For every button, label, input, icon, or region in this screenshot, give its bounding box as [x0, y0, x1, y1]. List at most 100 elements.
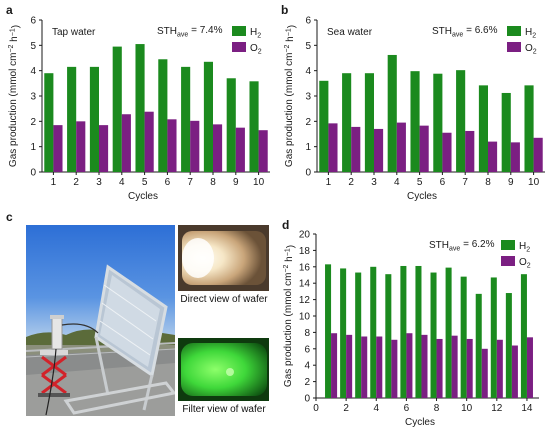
x-tick-label: 2 — [348, 177, 354, 188]
x-tick-label: 9 — [508, 177, 514, 188]
x-axis-label: Cycles — [405, 417, 435, 428]
chart-b: b 0 1 2 3 4 5 6 1 2 3 4 5 6 7 8 9 10 Cycles Gas production … — [281, 3, 545, 202]
y-axis-label: Gas production (mmol cm−2 h−1) — [8, 25, 21, 167]
x-tick-label: 7 — [187, 177, 193, 188]
x-tick-label: 8 — [485, 177, 491, 188]
y-tick-label: 3 — [305, 92, 311, 103]
y-tick-label: 5 — [30, 41, 36, 52]
bar-h2 — [67, 66, 77, 172]
bar-h2 — [355, 272, 362, 398]
x-tick-label: 4 — [394, 177, 400, 188]
x-tick-label: 2 — [343, 403, 349, 414]
bar-o2 — [481, 348, 488, 398]
bar-o2 — [466, 338, 473, 398]
bar-h2 — [370, 266, 377, 398]
x-tick-label: 10 — [461, 403, 473, 414]
x-axis-label: Cycles — [407, 191, 437, 202]
x-tick-label: 12 — [491, 403, 503, 414]
x-tick-label: 3 — [96, 177, 102, 188]
y-tick-label: 16 — [299, 262, 311, 273]
x-tick-label: 5 — [142, 177, 148, 188]
y-tick-label: 5 — [305, 41, 311, 52]
bar-o2 — [328, 123, 338, 172]
y-tick-label: 18 — [299, 246, 311, 257]
bar-h2 — [501, 92, 511, 172]
panel-label: b — [281, 3, 288, 17]
bar-h2 — [44, 73, 54, 172]
y-tick-label: 6 — [30, 16, 36, 27]
x-tick-label: 8 — [434, 403, 440, 414]
bar-h2 — [433, 73, 443, 172]
legend-swatch-h2 — [232, 26, 246, 36]
bar-h2 — [135, 44, 145, 172]
bar-h2 — [325, 264, 332, 398]
bar-h2 — [364, 73, 374, 172]
x-tick-label: 5 — [417, 177, 423, 188]
bar-o2 — [235, 127, 245, 172]
bar-o2 — [391, 339, 398, 398]
x-tick-label: 9 — [233, 177, 239, 188]
legend-swatch-h2 — [501, 240, 515, 250]
bar-o2 — [374, 128, 384, 172]
legend-label-h2: H2 — [519, 241, 530, 253]
y-tick-label: 2 — [304, 377, 310, 388]
x-tick-label: 2 — [73, 177, 79, 188]
bar-o2 — [121, 114, 131, 172]
x-tick-label: 3 — [371, 177, 377, 188]
bar-o2 — [331, 333, 338, 398]
bar-h2 — [387, 54, 397, 172]
bar-h2 — [478, 85, 488, 172]
panel-c-label: c — [6, 210, 13, 224]
bar-o2 — [526, 337, 533, 398]
x-tick-label: 0 — [313, 403, 319, 414]
bar-o2 — [496, 339, 503, 398]
legend-label-o2: O2 — [519, 257, 531, 269]
y-tick-label: 2 — [30, 117, 36, 128]
bar-h2 — [181, 66, 191, 172]
x-tick-label: 1 — [51, 177, 57, 188]
bar-h2 — [89, 66, 99, 172]
bar-h2 — [112, 46, 122, 172]
corner-label: Sea water — [327, 27, 373, 38]
legend-swatch-o2 — [507, 42, 521, 52]
x-tick-label: 10 — [528, 177, 540, 188]
bar-o2 — [396, 122, 406, 172]
bar-o2 — [167, 119, 177, 172]
x-tick-label: 6 — [440, 177, 446, 188]
y-axis-label: Gas production (mmol cm−2 h−1) — [283, 245, 296, 387]
bar-h2 — [226, 78, 236, 172]
bar-o2 — [419, 125, 429, 172]
bar-o2 — [421, 334, 428, 398]
bar-h2 — [445, 267, 452, 398]
x-tick-label: 6 — [404, 403, 410, 414]
bar-o2 — [99, 125, 109, 172]
bar-h2 — [456, 70, 466, 172]
y-tick-label: 2 — [305, 117, 311, 128]
bar-o2 — [436, 338, 443, 398]
bar-h2 — [385, 274, 392, 398]
bar-o2 — [451, 335, 458, 398]
x-tick-label: 1 — [326, 177, 332, 188]
bar-o2 — [190, 120, 200, 172]
bar-o2 — [533, 137, 543, 172]
bar-o2 — [144, 111, 154, 172]
y-tick-label: 4 — [304, 361, 310, 372]
y-tick-label: 6 — [304, 344, 310, 355]
y-tick-label: 1 — [30, 142, 36, 153]
x-axis-label: Cycles — [128, 191, 158, 202]
bar-h2 — [475, 293, 482, 398]
filter-view-photo — [178, 338, 269, 401]
x-tick-label: 6 — [165, 177, 171, 188]
bar-h2 — [400, 265, 407, 398]
x-tick-label: 7 — [462, 177, 468, 188]
bar-o2 — [465, 130, 475, 172]
y-tick-label: 0 — [305, 168, 311, 179]
y-tick-label: 12 — [299, 295, 311, 306]
panel-label: a — [6, 3, 13, 17]
y-tick-label: 1 — [305, 142, 311, 153]
bar-h2 — [249, 81, 259, 172]
y-tick-label: 6 — [305, 16, 311, 27]
y-tick-label: 4 — [305, 66, 311, 77]
solar-concentrator-photo — [26, 225, 175, 416]
